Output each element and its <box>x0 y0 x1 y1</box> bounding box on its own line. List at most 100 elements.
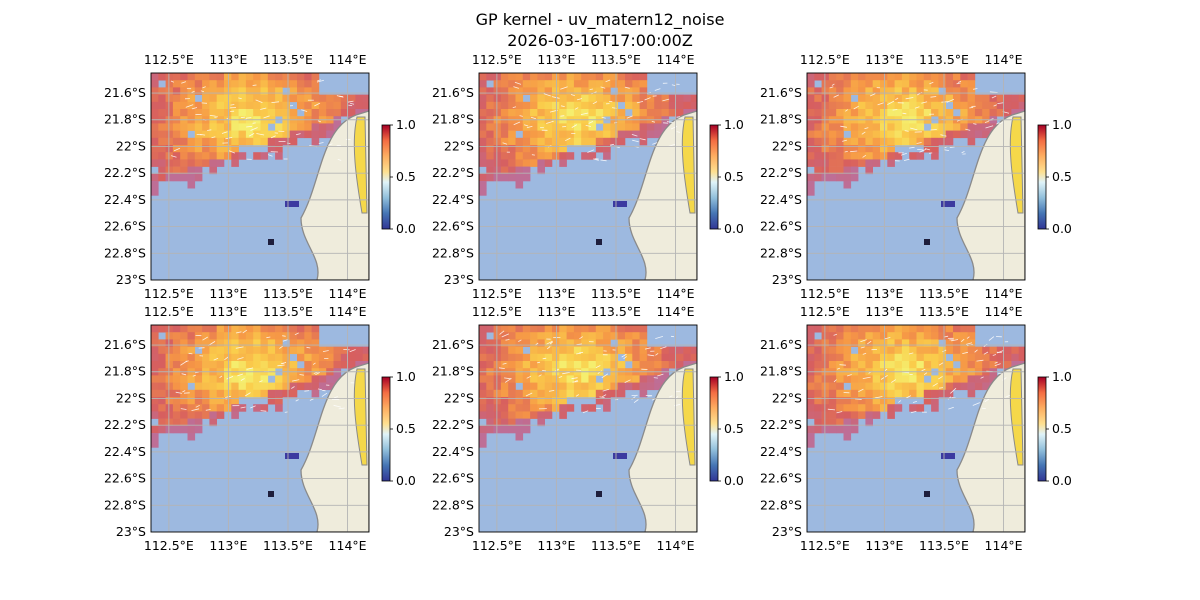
heat-cell <box>500 418 509 427</box>
heat-cell <box>821 166 830 175</box>
vector-arrow <box>660 346 667 349</box>
heat-cell <box>923 73 932 81</box>
heat-cell <box>807 181 815 189</box>
heat-cell <box>479 137 487 146</box>
vector-arrow <box>914 106 920 109</box>
heat-cell <box>479 397 487 405</box>
heat-cell <box>880 87 888 95</box>
heat-cell <box>297 101 305 110</box>
heat-cell <box>224 397 232 405</box>
vector-arrow <box>844 151 848 153</box>
vector-arrow <box>905 97 914 100</box>
y-tick-label: 21.6°S <box>760 85 802 100</box>
heat-cell <box>617 325 626 333</box>
heat-cell <box>880 353 888 362</box>
heat-cell <box>289 389 298 398</box>
heat-cell <box>340 109 349 117</box>
heat-cell <box>231 145 239 153</box>
heat-cell <box>807 137 815 146</box>
heat-cell <box>982 375 990 383</box>
heat-cell <box>989 361 998 369</box>
heat-cell <box>333 361 342 369</box>
heat-cell <box>843 181 852 189</box>
heat-cell <box>566 87 575 95</box>
vector-arrow <box>571 124 578 128</box>
heat-cell <box>887 325 895 333</box>
heat-cell <box>194 145 203 153</box>
y-tick-label: 22.2°S <box>760 165 802 180</box>
heat-cell <box>326 375 334 383</box>
vector-arrow <box>833 94 839 98</box>
heat-cell <box>588 123 597 131</box>
heat-cell <box>202 101 210 110</box>
heat-cell <box>333 346 342 355</box>
vector-arrow <box>182 390 186 393</box>
heat-cell <box>151 80 159 88</box>
heat-cell <box>224 145 232 153</box>
heat-cell <box>683 101 691 110</box>
heat-cell <box>508 137 516 146</box>
heat-cell <box>486 166 494 175</box>
heat-cell <box>194 397 203 405</box>
heat-cell <box>836 123 844 131</box>
heat-cell <box>865 109 873 117</box>
vector-arrow <box>850 150 858 153</box>
heat-cell <box>639 94 648 103</box>
heat-cell <box>275 80 283 88</box>
heat-cell <box>158 339 166 347</box>
vector-arrow <box>523 124 529 127</box>
heat-cell <box>311 332 320 340</box>
heat-cell <box>552 137 560 146</box>
heat-cell <box>333 123 342 131</box>
heat-cell <box>333 109 342 117</box>
heat-cell <box>909 346 917 355</box>
heat-cell <box>224 332 232 340</box>
heat-cell <box>187 109 196 117</box>
heat-cell <box>938 137 946 146</box>
heat-cell <box>158 382 166 391</box>
heat-cell <box>617 382 626 391</box>
heat-cell <box>821 80 830 88</box>
heat-cell <box>916 87 925 95</box>
heat-cell <box>224 404 232 412</box>
heat-cell <box>544 123 553 131</box>
heat-cell <box>821 159 830 167</box>
vector-arrow <box>576 352 582 355</box>
heat-cell <box>194 87 203 95</box>
heat-cell <box>938 382 946 391</box>
heat-cell <box>289 382 298 391</box>
heat-cell <box>960 339 968 347</box>
heat-cell <box>544 375 553 383</box>
vector-arrow <box>602 388 610 392</box>
heat-cell <box>530 109 538 117</box>
heat-cell <box>858 145 866 153</box>
heat-cell <box>165 339 174 347</box>
heat-cell <box>165 109 174 117</box>
heat-cell <box>552 152 560 160</box>
heat-cell <box>479 181 487 189</box>
heat-cell <box>522 375 531 383</box>
heat-cell <box>639 130 648 139</box>
heat-cell <box>843 418 852 427</box>
heat-cell <box>603 353 611 362</box>
heat-cell <box>960 382 968 391</box>
heat-cell <box>224 130 232 139</box>
heat-cell <box>493 109 502 117</box>
heat-cell <box>187 80 196 88</box>
vector-arrow <box>560 115 565 117</box>
heat-cell <box>850 159 859 167</box>
heat-cell <box>216 382 225 391</box>
heat-cell <box>843 137 852 146</box>
heat-cell <box>493 339 502 347</box>
vector-arrow <box>560 86 568 90</box>
heat-cell <box>654 109 662 117</box>
heat-cell <box>916 346 925 355</box>
heat-cell <box>858 109 866 117</box>
heat-cell <box>683 94 691 103</box>
vector-arrow <box>284 411 289 413</box>
heat-cell <box>202 325 210 333</box>
heat-cell <box>588 73 597 81</box>
heat-cell <box>187 325 196 333</box>
vector-arrow <box>318 142 324 144</box>
heat-cell <box>522 418 531 427</box>
